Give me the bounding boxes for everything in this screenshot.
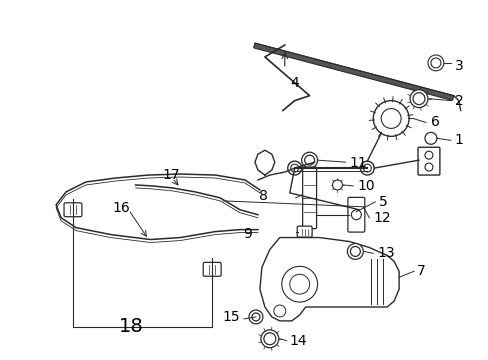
Text: 5: 5 [379, 195, 387, 209]
Text: 17: 17 [162, 168, 180, 182]
Circle shape [287, 161, 301, 175]
Circle shape [248, 310, 263, 324]
FancyBboxPatch shape [203, 262, 221, 276]
Circle shape [281, 266, 317, 302]
Polygon shape [260, 238, 398, 321]
Text: 15: 15 [222, 310, 240, 324]
Text: 3: 3 [454, 59, 463, 73]
Circle shape [352, 208, 360, 216]
FancyBboxPatch shape [64, 203, 82, 217]
Circle shape [332, 180, 342, 190]
Text: 18: 18 [119, 318, 143, 336]
Text: 4: 4 [290, 76, 299, 90]
Text: 16: 16 [113, 201, 130, 215]
Circle shape [301, 152, 317, 168]
Circle shape [424, 132, 436, 144]
Text: 1: 1 [454, 133, 463, 147]
Circle shape [346, 243, 363, 260]
Circle shape [261, 330, 278, 348]
Text: 8: 8 [259, 189, 267, 203]
Text: 13: 13 [376, 247, 394, 260]
Text: 7: 7 [416, 264, 425, 278]
Polygon shape [253, 43, 453, 100]
Circle shape [360, 161, 373, 175]
Circle shape [372, 100, 408, 136]
Text: 2: 2 [454, 94, 463, 108]
Circle shape [409, 90, 427, 108]
Text: 6: 6 [430, 116, 439, 130]
FancyBboxPatch shape [302, 167, 316, 229]
Circle shape [427, 55, 443, 71]
FancyBboxPatch shape [417, 147, 439, 175]
Text: 9: 9 [243, 226, 251, 240]
FancyBboxPatch shape [297, 226, 311, 237]
Text: 11: 11 [349, 156, 366, 170]
Text: 14: 14 [289, 334, 307, 348]
FancyBboxPatch shape [347, 197, 364, 232]
Text: 12: 12 [372, 211, 390, 225]
Text: 10: 10 [357, 179, 374, 193]
